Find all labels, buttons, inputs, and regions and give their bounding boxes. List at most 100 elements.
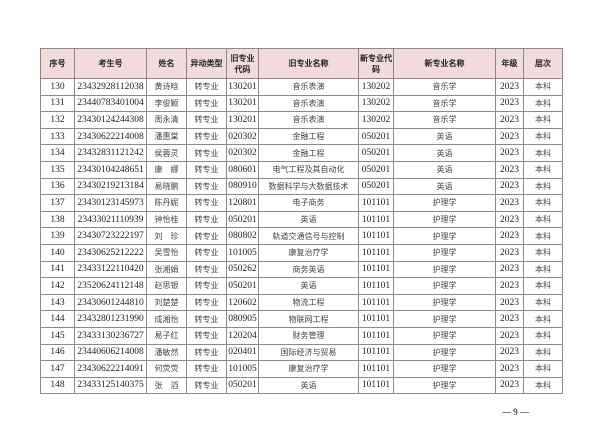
table-cell: 财务管理 [258,326,359,345]
table-cell: 护理学 [393,360,496,378]
table-cell: 2023 [495,160,524,179]
table-cell: 101005 [226,243,259,262]
table-cell: 2023 [495,310,524,328]
table-cell: 转专业 [186,293,227,312]
table-cell: 101101 [358,243,394,262]
table-cell: 132 [40,111,75,129]
table-cell: 本科 [523,111,563,129]
table-cell: 转专业 [186,326,227,345]
table-cell: 康复治疗学 [258,243,359,262]
table-cell: 本科 [523,210,563,229]
table-cell: 李俊颖 [146,94,187,113]
table-cell: 101101 [358,210,394,229]
table-cell: 本科 [523,260,563,279]
table-cell: 2023 [495,277,524,295]
table-cell: 护理学 [393,194,496,212]
table-cell: 本科 [523,326,563,345]
table-cell: 23440606214008 [74,343,147,362]
table-cell: 护理学 [393,260,496,279]
table-cell: 2023 [495,177,524,196]
table-cell: 英语 [393,127,496,146]
table-cell: 成湘怡 [146,310,187,328]
table-row: 135 23430104248651 康 娜转专业 080601 电气工程及其自动化 05… [40,160,563,179]
table-cell: 101101 [358,310,394,328]
table-row: 142 23520624112148 赵思银 转专业 050201 英语 101101 护理学… [40,277,563,295]
table-cell: 英语 [393,177,496,196]
table-cell: 23430601244810 [74,293,147,312]
table-cell: 23430219213184 [74,177,147,196]
table-cell: 101005 [226,360,259,378]
table-cell: 黄诗晗 [146,78,187,96]
table-cell: 张湘娟 [146,260,187,279]
table-cell: 本科 [523,376,563,395]
table-cell: 钟怡桂 [146,210,187,229]
table-cell: 转专业 [186,310,227,328]
column-header: 新专业名称 [393,48,496,79]
table-cell: 转专业 [186,111,227,129]
table-cell: 2023 [495,360,524,378]
table-cell: 23430124244308 [74,111,147,129]
table-cell: 潘惠棠 [146,127,187,146]
table-cell: 23430625212222 [74,243,147,262]
table-cell: 本科 [523,144,563,162]
table-cell: 020401 [226,343,259,362]
table-cell: 020302 [226,144,259,162]
table-cell: 转专业 [186,243,227,262]
table-cell: 英语 [393,144,496,162]
column-header: 考生号 [74,48,147,79]
table-cell: 英语 [258,277,359,295]
table-cell: 101101 [358,360,394,378]
table-cell: 101101 [358,293,394,312]
table-cell: 转专业 [186,127,227,146]
table-cell: 本科 [523,243,563,262]
table-cell: 080910 [226,177,259,196]
table-cell: 本科 [523,127,563,146]
table-cell: 转专业 [186,78,227,96]
table-cell: 080601 [226,160,259,179]
table-cell: 音乐表演 [258,94,359,113]
table-row: 138 23433021110939 钟怡桂 转专业 050201 英语 101101 护理学… [40,210,563,229]
table-cell: 148 [40,376,75,395]
table-cell: 转专业 [186,144,227,162]
table-cell: 本科 [523,343,563,362]
table-cell: 080905 [226,310,259,328]
table-cell: 音乐学 [393,94,496,113]
table-cell: 转专业 [186,260,227,279]
table-cell: 2023 [495,127,524,146]
table-row: 143 23430601244810 刘楚楚 转专业 120602 物流工程 101101 护… [40,293,563,312]
table-cell: 易子红 [146,326,187,345]
column-header: 异动类型 [186,48,227,79]
table-cell: 周永清 [146,111,187,129]
table-cell: 刘 珍 [146,227,187,245]
table-cell: 转专业 [186,376,227,395]
table-cell: 英语 [258,210,359,229]
table-cell: 23430723222197 [74,227,147,245]
table-row: 146 23440606214008 潘敏然 转专业 020401 国际经济与贸易 1011… [40,343,563,362]
table-cell: 2023 [495,111,524,129]
table-cell: 130 [40,78,75,96]
table-cell: 转专业 [186,160,227,179]
table-cell: 050262 [226,260,259,279]
table-cell: 134 [40,144,75,162]
table-cell: 物流工程 [258,293,359,312]
table-cell: 本科 [523,177,563,196]
table-cell: 130202 [358,94,394,113]
table-row: 148 23433125140375 张 滔转专业 050201 英语 101101 护理学… [40,376,563,395]
table-cell: 金融工程 [258,127,359,146]
table-cell: 2023 [495,243,524,262]
table-row: 145 23433130236727 易子红 转专业 120204 财务管理 101101 护… [40,326,563,345]
table-cell: 23433125140375 [74,376,147,395]
table-cell: 电气工程及其自动化 [258,160,359,179]
table-cell: 本科 [523,310,563,328]
table-cell: 侯蓉灵 [146,144,187,162]
table-cell: 23433130236727 [74,326,147,345]
table-cell: 130201 [226,94,259,113]
table-cell: 赵思银 [146,277,187,295]
table-cell: 护理学 [393,277,496,295]
table-cell: 130201 [226,111,259,129]
table-cell: 音乐表演 [258,78,359,96]
table-cell: 144 [40,310,75,328]
table-cell: 050201 [358,160,394,179]
table-row: 139 23430723222197 刘 珍转专业 080802 轨道交通信号与控制 10… [40,227,563,245]
table-cell: 本科 [523,160,563,179]
